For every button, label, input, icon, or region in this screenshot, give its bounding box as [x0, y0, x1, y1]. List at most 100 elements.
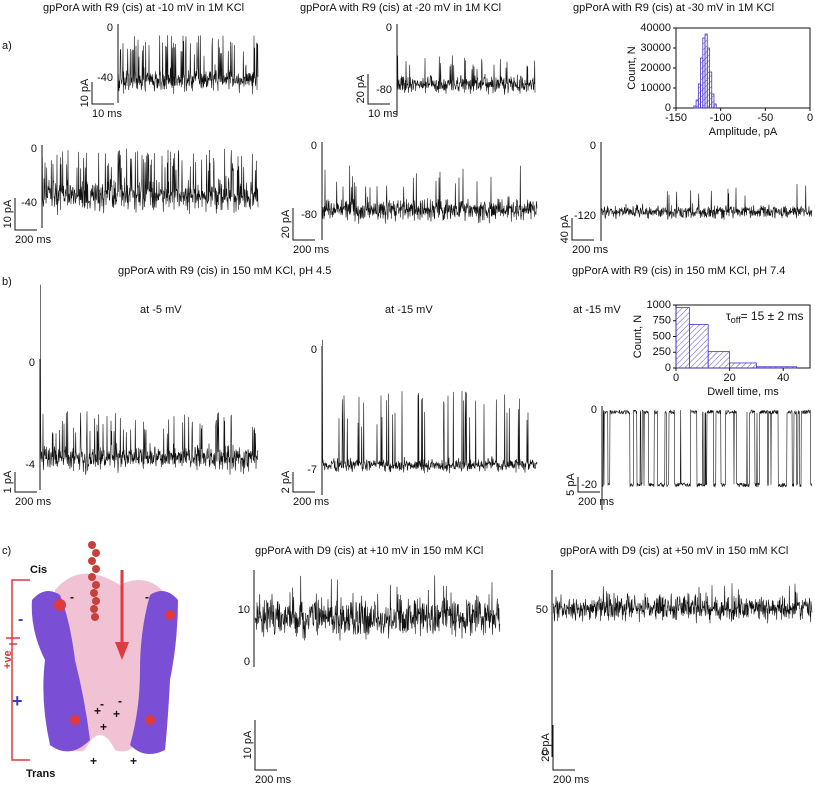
scale-bar: [577, 477, 600, 493]
current-trace: [41, 148, 259, 216]
x-axis-label: Dwell time, ms: [707, 386, 779, 398]
annotation-symbol: τ: [726, 309, 731, 323]
tick-label: 0: [244, 656, 250, 668]
tick-label: 0: [590, 140, 596, 152]
charge-sign: +: [100, 720, 107, 734]
tick-label: 0: [386, 22, 392, 34]
scale-bar: [292, 208, 315, 241]
scale-label: 20 pA: [355, 74, 367, 103]
annotation: τoff= 15 ± 2 ms: [726, 309, 804, 325]
annotation-subscript: off: [731, 315, 741, 325]
panel-label: c): [2, 545, 11, 557]
scale-label: 200 ms: [255, 774, 292, 785]
y-tick-label: 40000: [640, 22, 671, 34]
y-tick-label: 30000: [640, 42, 671, 54]
y-axis-label: Count, N: [632, 315, 644, 358]
current-trace: [601, 409, 813, 488]
scale-label: 10 pA: [2, 199, 14, 228]
tick-label: 0: [311, 140, 317, 152]
condition: at -15 mV: [385, 304, 433, 316]
tick-label: 10: [238, 604, 250, 616]
hist-bar: [729, 362, 757, 369]
y-tick-label: 250: [653, 346, 671, 358]
hist-bar: [711, 93, 715, 109]
scale-label: 200 ms: [572, 244, 609, 256]
scale-label: 10 pA: [79, 78, 91, 107]
y-tick-label: 10000: [640, 82, 671, 94]
y-tick-label: 0: [665, 362, 671, 374]
charge-sign: +: [113, 707, 120, 721]
y-tick-label: 0: [665, 102, 671, 114]
x-tick-label: 0: [673, 372, 679, 384]
current-trace: [321, 165, 538, 224]
charge-sign: -: [118, 694, 122, 708]
charge-sign: +: [130, 754, 137, 768]
tick-label: 0: [542, 746, 548, 758]
x-tick-label: 20: [723, 372, 735, 384]
scale-label: 20 pA: [540, 732, 552, 761]
current-trace: [40, 284, 259, 475]
x-tick-label: -150: [665, 112, 687, 124]
current-trace: [600, 184, 813, 220]
x-axis-label: Amplitude, pA: [709, 126, 778, 138]
panel-label: b): [2, 276, 12, 288]
scale-label: 2 pA: [280, 470, 292, 493]
current-trace: [322, 339, 538, 474]
scale-bar: [14, 198, 37, 231]
tick-label: 0: [311, 344, 317, 356]
current-trace: [254, 575, 501, 641]
pore-diagram: [6, 541, 178, 761]
tick-label: -120: [574, 210, 596, 222]
x-tick-label: -100: [710, 112, 732, 124]
scale-bar: [292, 472, 315, 493]
condition: at -15 mV: [573, 304, 621, 316]
current-trace: [117, 35, 259, 95]
tick-label: 0: [31, 143, 37, 155]
tick-label: -7: [307, 464, 317, 476]
x-tick-label: 0: [807, 112, 813, 124]
y-tick-label: 1000: [647, 299, 671, 311]
scale-label: 10 ms: [368, 108, 398, 120]
annotation-text: = 15 ± 2 ms: [741, 309, 804, 323]
panel-label: a): [2, 40, 12, 52]
scale-label: 1 pA: [2, 470, 14, 493]
hist-bar: [713, 103, 717, 109]
minus-sign: -: [18, 611, 23, 628]
tick-label: -80: [301, 209, 317, 221]
tick-label: 0: [591, 404, 597, 416]
plot-frame: [675, 27, 811, 109]
charge-sign: +: [90, 754, 97, 768]
tick-label: -40: [21, 197, 37, 209]
tick-label: 0: [107, 22, 113, 34]
condition: at -5 mV: [140, 304, 182, 316]
panel-title: gpPorA with R9 (cis) in 150 mM KCl, pH 4…: [118, 265, 331, 277]
tick-label: 0: [29, 357, 35, 369]
tick-label: -4: [25, 459, 35, 471]
panel-title: gpPorA with R9 (cis) in 150 mM KCl, pH 7…: [572, 265, 785, 277]
current-trace: [552, 583, 813, 624]
scale-bar: [14, 472, 37, 493]
cis-label: Cis: [30, 564, 47, 576]
scale-label: 10 pA: [242, 730, 254, 759]
scale-bar: [367, 74, 390, 105]
scale-label: 200 ms: [15, 234, 52, 246]
x-tick-label: 40: [777, 372, 789, 384]
scale-label: 20 pA: [280, 209, 292, 238]
hist-bar: [689, 324, 709, 369]
panel-title: gpPorA with D9 (cis) at +50 mV in 150 mM…: [560, 545, 788, 557]
y-tick-label: 500: [653, 330, 671, 342]
scale-bar: [91, 82, 114, 105]
scale-label: 200 ms: [293, 244, 330, 256]
scale-label: 200 ms: [293, 496, 330, 508]
scale-bar: [254, 720, 277, 771]
hist-bar: [675, 307, 690, 369]
scale-bar: [552, 725, 575, 771]
scale-label: 200 ms: [578, 496, 615, 508]
charge-sign: -: [145, 590, 149, 604]
tick-label: -80: [376, 84, 392, 96]
tick-label: -40: [97, 72, 113, 84]
panel-title: gpPorA with D9 (cis) at +10 mV in 150 mM…: [255, 545, 483, 557]
voltage-label: +ve: [2, 650, 14, 669]
y-tick-label: 20000: [640, 62, 671, 74]
